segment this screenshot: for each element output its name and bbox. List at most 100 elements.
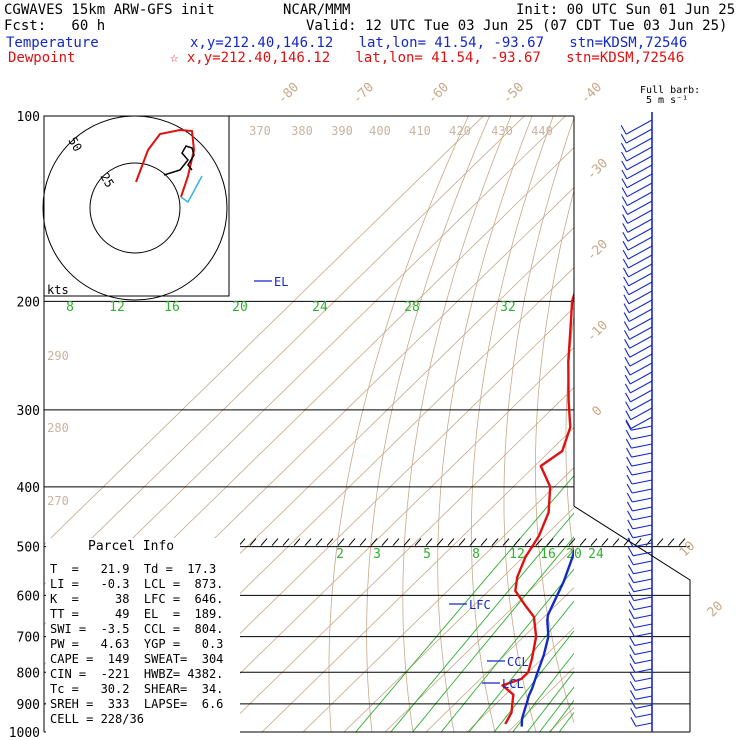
parcel-row: Tc = 30.2 SHEAR= 34. — [50, 682, 224, 696]
mixing-ratio-line — [526, 670, 574, 732]
wind-barb-flag — [624, 356, 631, 367]
level-markers: EL LFC CCL LCL — [254, 275, 529, 691]
temperature-legend-label: Temperature — [6, 35, 99, 51]
isotherm-line — [179, 347, 574, 732]
isotherm-label: -70 — [350, 80, 377, 107]
mixing-ratio-label: 12 — [109, 300, 125, 315]
isobar-hatch — [469, 538, 477, 546]
wind-barb — [629, 353, 653, 367]
wind-barb — [633, 560, 653, 566]
isobar-hatch — [425, 538, 433, 546]
wind-barb-flag — [626, 465, 633, 476]
pressure-tick-label: 500 — [17, 541, 40, 556]
isobar-hatch — [480, 538, 488, 546]
wind-barb — [632, 506, 653, 512]
mixing-ratio-label: 8 — [66, 300, 74, 315]
isobar-hatch — [491, 538, 499, 546]
isobar-hatch — [656, 538, 664, 546]
wind-barb-flag — [628, 582, 635, 592]
wind-barb-flag — [621, 169, 628, 180]
wind-barb — [634, 623, 653, 629]
wind-barb-flag — [628, 627, 635, 637]
wind-barb-flag — [624, 374, 631, 385]
wind-barb-flag — [623, 285, 630, 296]
wind-barb-flag — [627, 564, 634, 574]
init-time: Init: 00 UTC Sun 01 Jun 25 — [516, 2, 736, 18]
wind-barb — [630, 389, 653, 403]
pressure-tick-label: 1000 — [9, 726, 40, 740]
isotherm-label: 10 — [677, 539, 699, 561]
theta-label: 410 — [409, 124, 431, 138]
wind-barb-flag — [626, 492, 633, 503]
parcel-row: SWI = -3.5 CCL = 804. — [50, 622, 224, 636]
isobar-hatch — [260, 538, 268, 546]
pressure-tick-label: 700 — [17, 631, 40, 646]
dry-adiabat-line — [437, 116, 533, 732]
wind-barb-flag — [624, 383, 631, 394]
isobar-hatch — [381, 538, 389, 546]
hodograph-trace — [135, 128, 196, 198]
wind-barb — [625, 119, 653, 135]
wind-barb-flag — [625, 401, 632, 412]
level-marker-label: LCL — [502, 677, 524, 691]
wind-barb — [626, 182, 653, 198]
wind-barb-flag — [627, 519, 634, 530]
mixing-ratio-label: 8 — [472, 547, 480, 562]
wind-barb — [628, 263, 653, 278]
wind-barb — [627, 236, 653, 251]
wind-barb — [629, 344, 653, 358]
wind-barb-flag — [626, 456, 633, 467]
isotherm-line — [343, 507, 574, 732]
barb-legend-units: 5 m s⁻¹ — [646, 95, 689, 106]
mixing-ratio-label: 24 — [312, 300, 328, 315]
wind-barb-flag — [629, 654, 636, 664]
isotherm-label: -60 — [425, 80, 452, 107]
wind-barb — [633, 569, 653, 575]
pressure-tick-label: 400 — [17, 481, 40, 496]
mixing-ratio-label: 2 — [336, 547, 344, 562]
pressure-tick-label: 300 — [17, 404, 40, 419]
wind-barb — [626, 137, 653, 153]
theta-label: 430 — [491, 124, 513, 138]
wind-barb — [628, 299, 653, 314]
isobar-hatch — [370, 538, 378, 546]
wind-barb-flag — [622, 232, 629, 242]
wind-barb — [628, 290, 653, 305]
wind-barb — [627, 218, 653, 233]
theta-label: 380 — [291, 124, 313, 138]
parcel-row: CELL = 228/36 — [50, 712, 144, 726]
hodograph-units: kts — [47, 283, 69, 297]
isotherm-line — [466, 627, 574, 732]
dry-adiabat-line — [679, 116, 740, 732]
wind-barb-flag — [629, 645, 636, 655]
mixing-ratio-line — [493, 630, 574, 732]
isotherm-line — [659, 116, 740, 740]
wind-barb — [633, 587, 653, 593]
barb-legend-title: Full barb: — [640, 85, 701, 96]
wind-barb-flag — [628, 618, 635, 628]
wind-barb-flag — [621, 196, 628, 206]
pressure-tick-label: 200 — [17, 295, 40, 310]
wind-barb-flag — [622, 267, 629, 278]
wind-barb — [631, 488, 653, 494]
mixing-ratio-label: 32 — [500, 300, 516, 315]
isotherm-line — [44, 116, 566, 626]
pressure-tick-label: 100 — [17, 110, 40, 125]
wind-barb — [626, 146, 653, 162]
level-marker-label: EL — [274, 275, 288, 289]
wind-barb — [634, 668, 653, 673]
wind-barb — [635, 704, 653, 709]
wind-barb — [635, 695, 653, 700]
wind-barb — [629, 335, 653, 349]
wind-barb-flag — [622, 258, 629, 269]
wind-barb — [634, 614, 653, 620]
pressure-tick-label: 600 — [17, 589, 40, 604]
wind-barb — [627, 227, 653, 242]
mixing-ratio-line — [549, 699, 574, 732]
isobar-hatch — [535, 538, 543, 546]
wind-barb-flag — [622, 223, 629, 233]
wind-barb — [630, 398, 653, 412]
wind-barb-flag — [629, 636, 636, 646]
isobar-hatch — [502, 538, 510, 546]
isotherm-line — [44, 116, 525, 586]
